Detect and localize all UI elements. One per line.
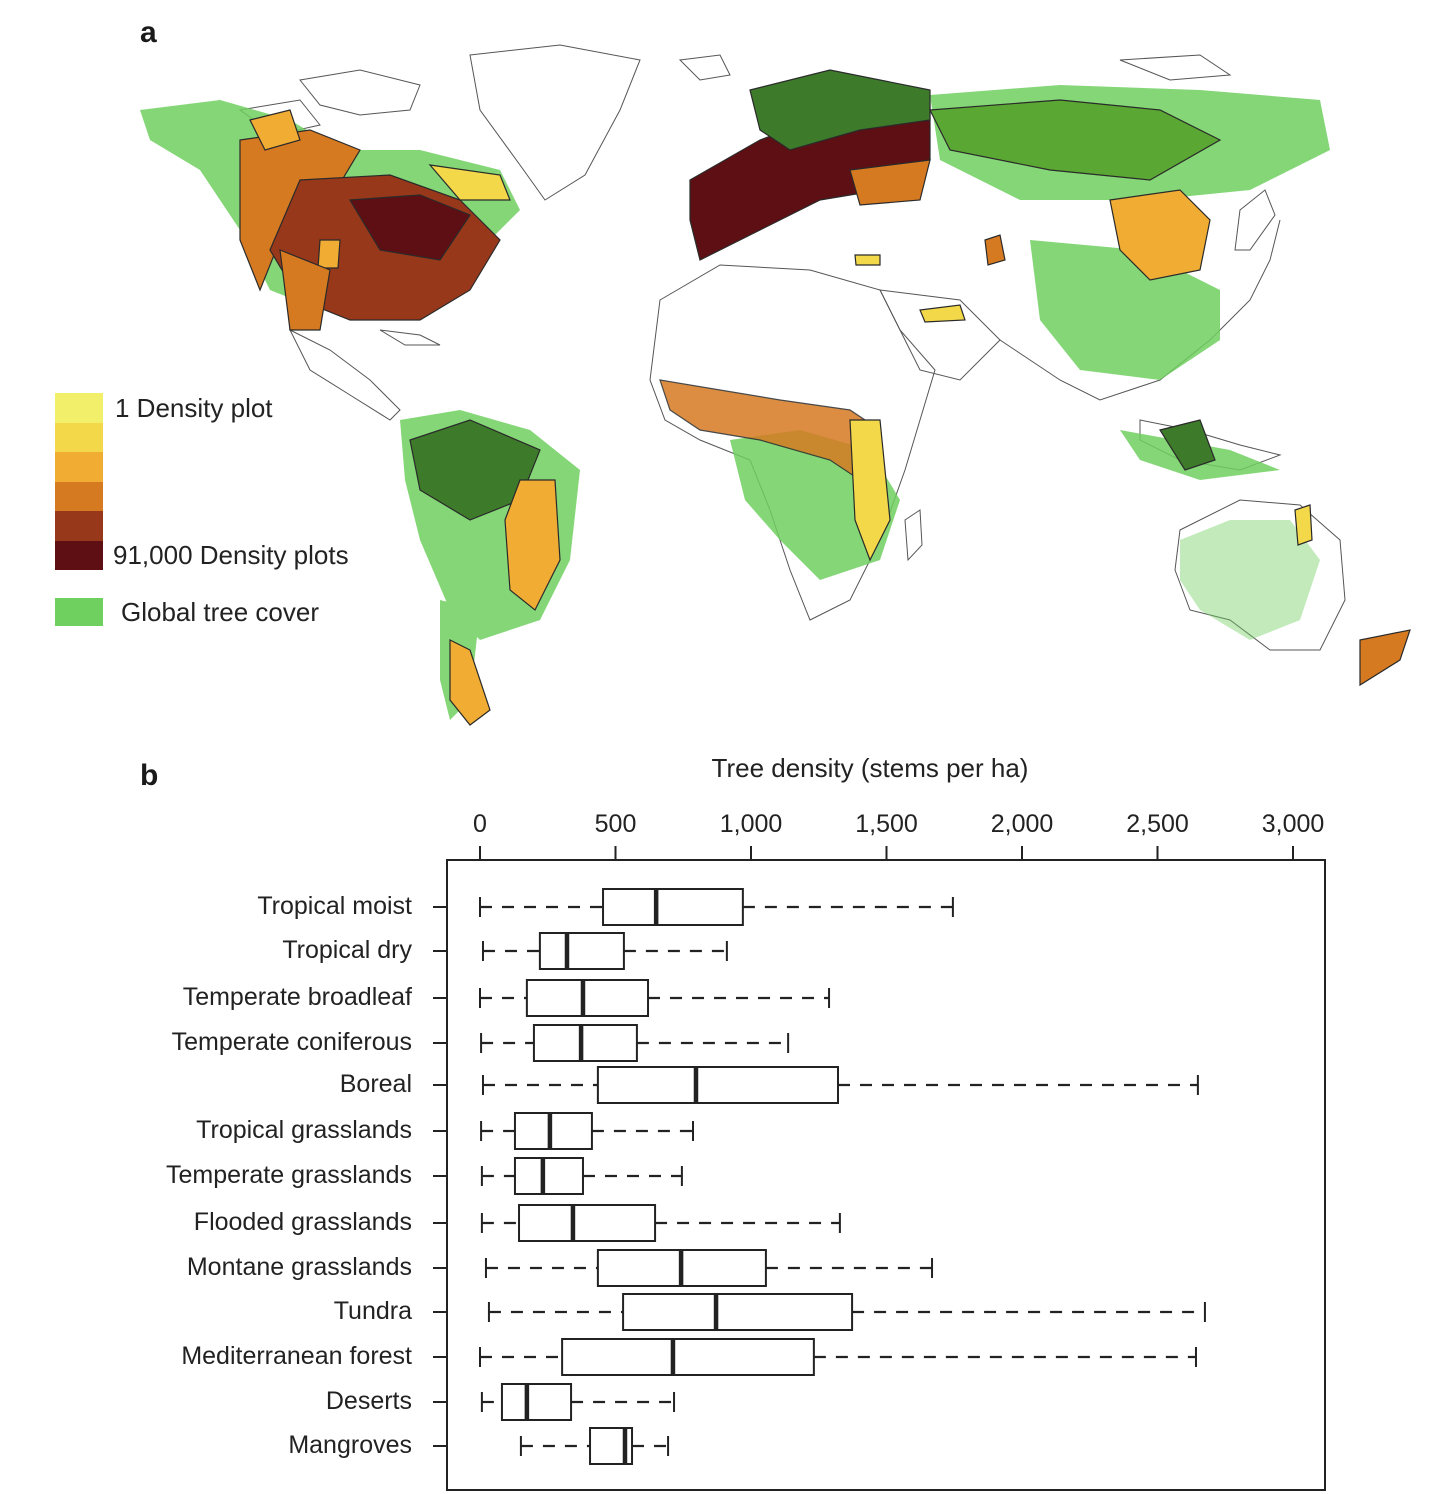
- iqr-box: [513, 1157, 584, 1195]
- legend-swatch-tree-cover: [55, 598, 103, 626]
- legend-tree-cover-label: Global tree cover: [121, 597, 319, 627]
- iqr-box: [538, 932, 625, 970]
- category-label: Tropical grasslands: [196, 1116, 412, 1144]
- legend-min-label: 1 Density plot: [115, 393, 273, 423]
- map-panel: a: [0, 0, 1455, 745]
- legend-swatch-density-5: [55, 511, 103, 541]
- iqr-box: [622, 1293, 854, 1331]
- category-label: Mangroves: [288, 1431, 412, 1459]
- x-tick-label: 3,000: [1261, 810, 1325, 838]
- category-label: Temperate grasslands: [166, 1161, 412, 1189]
- category-label: Flooded grasslands: [193, 1208, 412, 1236]
- category-label: Temperate coniferous: [171, 1028, 412, 1056]
- x-axis-title: Tree density (stems per ha): [711, 753, 1029, 783]
- x-tick-label: 0: [473, 810, 487, 838]
- iqr-box: [513, 1112, 593, 1150]
- iqr-box: [602, 888, 744, 926]
- x-tick-label: 2,500: [1126, 810, 1189, 838]
- legend-swatch-density-4: [55, 481, 103, 511]
- category-label: Tropical dry: [282, 936, 412, 964]
- category-label: Boreal: [339, 1070, 412, 1098]
- iqr-box: [596, 1066, 839, 1104]
- legend-swatch-density-1: [55, 393, 103, 423]
- world-map: [140, 44, 1411, 726]
- category-label: Temperate broadleaf: [182, 983, 412, 1011]
- iqr-box: [500, 1383, 573, 1421]
- x-tick-label: 2,000: [990, 810, 1054, 838]
- legend-swatch-density-3: [55, 452, 103, 482]
- category-label: Tundra: [333, 1297, 412, 1325]
- density-regions: [239, 69, 1411, 726]
- x-tick-label: 500: [594, 810, 637, 838]
- legend-swatch-density-2: [55, 422, 103, 452]
- category-label: Deserts: [325, 1387, 412, 1415]
- boxplot-svg: [433, 846, 1326, 1491]
- category-label: Tropical moist: [257, 892, 412, 920]
- iqr-box: [532, 1024, 638, 1062]
- x-tick-label: 1,000: [719, 810, 783, 838]
- iqr-box: [561, 1338, 815, 1376]
- panel-label-a: a: [140, 16, 157, 49]
- iqr-box: [525, 979, 650, 1017]
- category-label: Montane grasslands: [186, 1253, 412, 1281]
- boxplot-panel: b Tree density (stems per ha) 0 500 1,000 1…: [0, 745, 1455, 1494]
- iqr-box: [518, 1204, 657, 1242]
- category-label: Mediterranean forest: [181, 1342, 412, 1370]
- legend-swatch-density-6: [55, 540, 103, 570]
- x-tick-label: 1,500: [855, 810, 918, 838]
- legend-max-label: 91,000 Density plots: [113, 540, 349, 570]
- panel-label-b: b: [140, 759, 159, 792]
